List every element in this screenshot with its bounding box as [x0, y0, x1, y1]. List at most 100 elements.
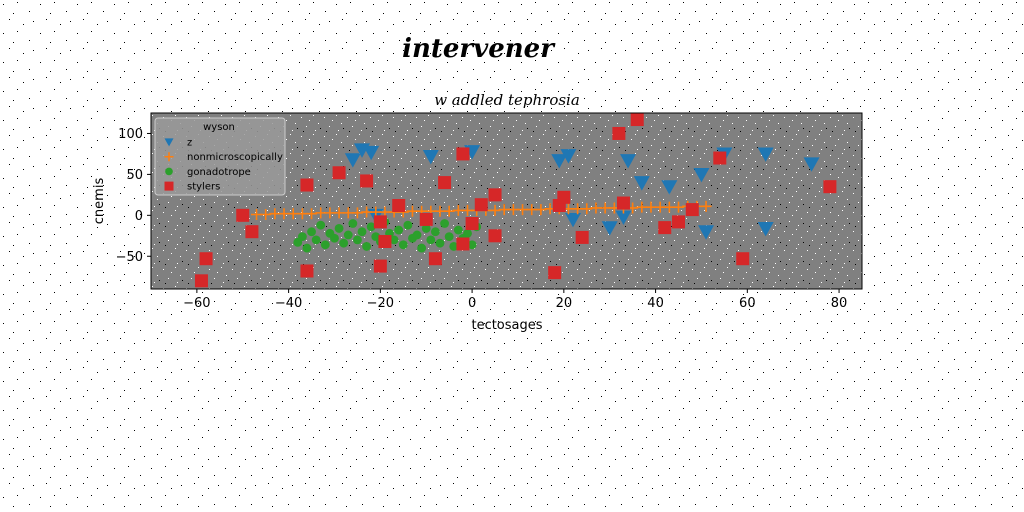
data-point: [661, 180, 678, 195]
plot-frame: [150, 112, 863, 290]
data-point: [698, 225, 715, 240]
data-point: [412, 230, 422, 240]
x-tick-label: 40: [647, 296, 664, 311]
data-point: [736, 252, 750, 266]
legend-entry: z: [164, 138, 192, 149]
x-tick-label: −20: [367, 296, 394, 311]
data-point: [452, 204, 464, 216]
data-point: [449, 242, 459, 251]
data-point: [535, 204, 547, 216]
data-point: [348, 219, 358, 228]
y-axis: −50 0 50 100: [116, 127, 151, 265]
legend-entry: gonadotrope: [165, 167, 251, 178]
x-axis: −60 −40 −20 0 20 40 60 80: [183, 289, 847, 311]
data-point: [251, 209, 263, 221]
data-point: [352, 235, 362, 245]
data-point: [467, 240, 477, 250]
data-point: [351, 207, 363, 219]
data-point: [434, 205, 446, 217]
data-point: [757, 147, 774, 162]
data-point: [526, 204, 538, 216]
x-tick-label: 20: [556, 296, 573, 311]
data-point: [306, 208, 318, 220]
data-point: [599, 202, 611, 214]
legend-marker: [164, 152, 174, 162]
data-point: [633, 176, 650, 191]
data-point: [654, 201, 666, 213]
data-point: [612, 126, 626, 140]
data-point: [700, 200, 712, 212]
data-point: [823, 180, 837, 194]
x-tick-label: −40: [275, 296, 302, 311]
data-point: [342, 207, 354, 219]
data-point: [474, 198, 488, 212]
data-point: [560, 149, 577, 164]
data-point: [260, 209, 272, 221]
data-point: [673, 201, 685, 213]
data-point: [465, 217, 479, 231]
data-point: [357, 227, 367, 237]
data-marks: [194, 113, 837, 288]
y-tick-label: 50: [126, 168, 143, 183]
x-axis-label: tectosages: [471, 318, 542, 333]
data-point: [498, 204, 510, 216]
data-point: [422, 149, 439, 165]
data-point: [456, 237, 470, 251]
data-point: [296, 208, 308, 220]
legend-label: gonadotrope: [187, 167, 251, 178]
data-point: [462, 204, 474, 216]
data-point: [444, 232, 454, 242]
data-point: [362, 242, 372, 251]
data-point: [199, 252, 213, 266]
data-point: [389, 235, 399, 245]
data-point: [663, 201, 675, 213]
data-point: [453, 225, 463, 235]
data-point: [430, 227, 440, 237]
data-point: [300, 264, 314, 278]
data-point: [278, 208, 290, 220]
data-point: [421, 224, 431, 233]
data-point: [316, 220, 326, 230]
data-point: [373, 259, 387, 273]
data-point: [419, 212, 433, 226]
data-point: [463, 228, 472, 238]
data-point: [548, 266, 562, 280]
data-point: [435, 238, 445, 248]
figure-suptitle: intervener: [402, 34, 556, 64]
legend-marker: [164, 138, 174, 147]
legend-marker: [164, 181, 174, 191]
data-point: [417, 243, 427, 253]
data-point: [581, 203, 593, 215]
data-point: [373, 215, 387, 229]
data-point: [440, 219, 449, 228]
legend-marker: [165, 167, 173, 176]
data-point: [363, 145, 380, 161]
data-point: [269, 208, 281, 220]
data-point: [403, 220, 413, 230]
data-point: [685, 203, 699, 217]
data-point: [333, 207, 345, 219]
data-point: [572, 203, 584, 215]
data-point: [334, 224, 344, 233]
data-point: [330, 233, 339, 243]
series-stylers: [194, 113, 837, 288]
data-point: [636, 201, 648, 213]
data-point: [443, 205, 455, 217]
data-point: [392, 199, 406, 213]
data-point: [803, 157, 820, 172]
legend-title: wyson: [203, 122, 235, 133]
data-point: [616, 196, 630, 210]
data-point: [428, 252, 442, 266]
data-point: [620, 154, 637, 169]
legend-label: z: [187, 138, 192, 149]
data-point: [302, 243, 312, 253]
data-point: [438, 176, 452, 190]
data-point: [361, 206, 373, 218]
data-point: [565, 213, 582, 228]
data-point: [366, 222, 376, 232]
data-point: [343, 230, 353, 240]
data-point: [307, 227, 316, 237]
data-point: [300, 178, 314, 192]
y-tick-label: −50: [116, 250, 143, 265]
data-point: [615, 210, 632, 225]
